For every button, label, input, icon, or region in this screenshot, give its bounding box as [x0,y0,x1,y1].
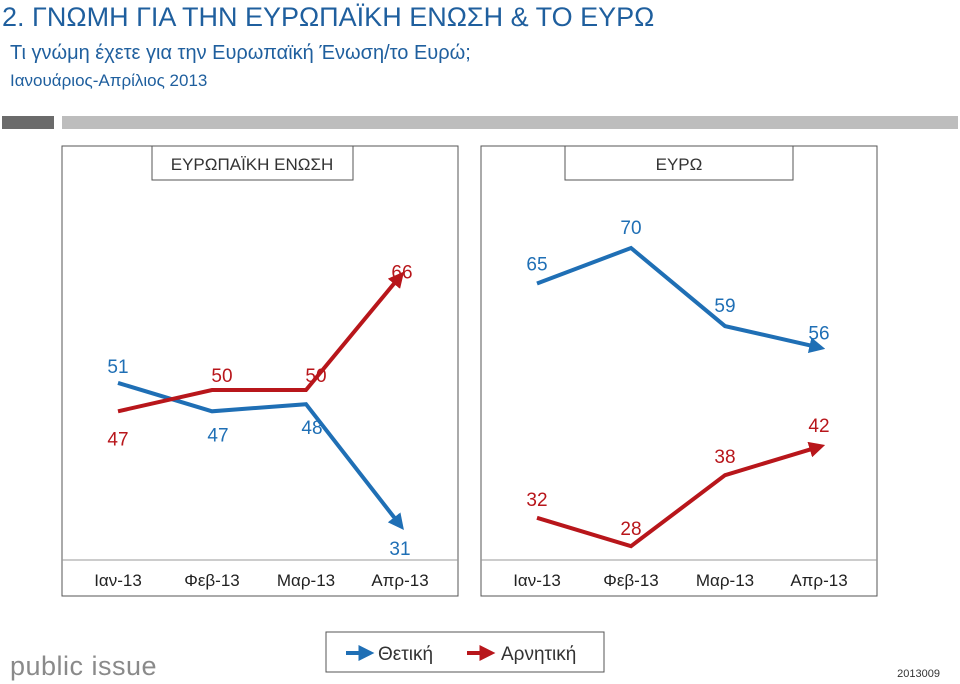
euro-data-label-positive: 59 [714,296,735,317]
eu-data-label-positive: 31 [389,539,410,560]
euro-series-line-positive [536,245,826,354]
eu-chart: 51 47 48 31 47 50 50 66 Ιαν-13 Φεβ-13 Μαρ-13 Απρ-1… [94,262,428,590]
euro-chart-title: ΕΥΡΩ [656,155,703,174]
header-rule-light [62,116,958,129]
euro-data-label-negative: 42 [808,416,829,437]
eu-data-label-negative: 66 [391,262,412,283]
euro-x-tick-label: Απρ-13 [790,571,847,590]
euro-data-label-positive: 56 [808,323,829,344]
euro-data-label-positive: 70 [620,218,641,239]
legend-negative-label: Αρνητική [501,644,576,665]
euro-data-label-negative: 32 [526,490,547,511]
eu-data-label-positive: 47 [207,425,228,446]
euro-data-label-negative: 28 [620,519,641,540]
eu-x-tick-label: Απρ-13 [371,571,428,590]
euro-data-label-negative: 38 [714,447,735,468]
euro-x-tick-label: Ιαν-13 [513,571,561,590]
eu-series-line-positive [117,380,404,530]
euro-title-box [564,145,794,181]
eu-x-tick-label: Μαρ-13 [277,571,335,590]
eu-chart-title: ΕΥΡΩΠΑΪΚΗ ΕΝΩΣΗ [171,155,334,174]
eu-data-label-negative: 50 [211,366,232,387]
eu-data-label-negative: 50 [305,366,326,387]
eu-series-line-negative [117,271,405,414]
euro-x-tick-label: Μαρ-13 [696,571,754,590]
eu-data-label-positive: 51 [107,357,128,378]
eu-data-label-positive: 48 [301,418,322,439]
euro-panel-frame [480,145,878,597]
eu-x-tick-label: Φεβ-13 [184,571,240,590]
euro-x-tick-label: Φεβ-13 [603,571,659,590]
euro-data-label-positive: 65 [526,255,547,276]
legend: Θετική Αρνητική [325,631,605,673]
period-label: Ιανουάριος-Απρίλιος 2013 [10,71,208,90]
legend-positive-label: Θετική [378,644,433,665]
header-rule-dark [2,116,54,129]
page-subtitle: Τι γνώμη έχετε για την Ευρωπαϊκή Ένωση/τ… [10,42,471,64]
public-issue-logo: public issue [10,651,158,681]
eu-data-label-negative: 47 [107,429,128,450]
report-code: 2013009 [897,668,940,680]
euro-series-line-negative [536,441,826,549]
eu-title-box [151,145,354,181]
euro-chart: 65 70 59 56 32 28 38 42 Ιαν-13 Φεβ-13 Μαρ-13 Απρ-1… [513,218,847,590]
eu-x-tick-label: Ιαν-13 [94,571,142,590]
page-title: 2. ΓΝΩΜΗ ΓΙΑ ΤΗΝ ΕΥΡΩΠΑΪΚΗ ΕΝΩΣΗ & ΤΟ ΕΥ… [2,2,655,32]
